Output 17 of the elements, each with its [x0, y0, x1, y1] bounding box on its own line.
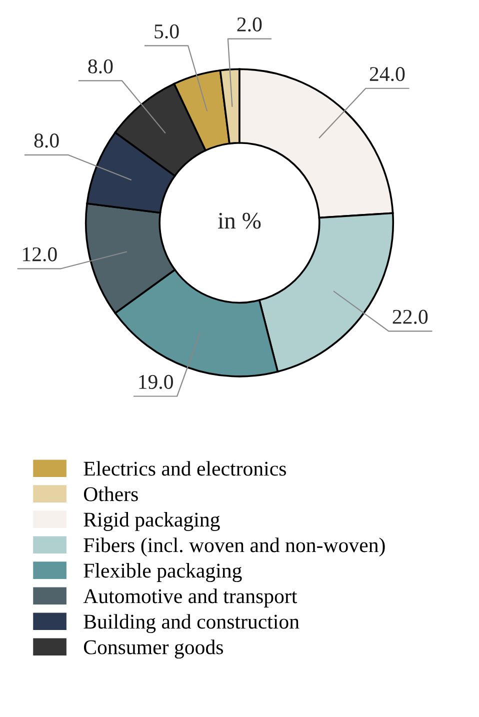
- legend-label: Electrics and electronics: [84, 461, 286, 476]
- legend-label: Fibers (incl. woven and non-woven): [84, 538, 385, 556]
- data-label: 8.0: [34, 134, 59, 148]
- data-label: 22.0: [392, 310, 428, 324]
- legend-label: Automotive and transport: [83, 588, 298, 608]
- text: in %: [218, 212, 261, 229]
- legend-label: Others: [84, 486, 138, 502]
- data-label: 8.0: [88, 59, 113, 74]
- data-label: 12.0: [23, 247, 57, 262]
- legend-label: Rigid packaging: [84, 512, 220, 531]
- data-label: 5.0: [154, 24, 179, 39]
- data-label: 2.0: [237, 17, 262, 32]
- legend-label: Consumer goods: [84, 640, 223, 659]
- data-label: 24.0: [370, 67, 405, 82]
- data-label: 19.0: [139, 374, 173, 390]
- legend-label: Flexible packaging: [84, 563, 242, 582]
- legend-label: Building and construction: [84, 614, 300, 634]
